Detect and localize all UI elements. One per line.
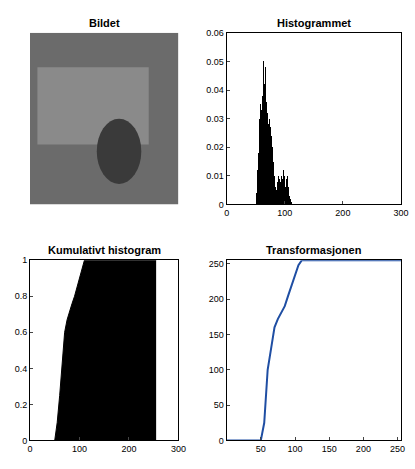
svg-text:1: 1 [22, 255, 27, 265]
svg-text:50: 50 [256, 444, 266, 454]
svg-text:0.4: 0.4 [15, 364, 28, 374]
svg-text:0.2: 0.2 [15, 400, 28, 410]
svg-text:0.03: 0.03 [206, 114, 224, 124]
svg-text:250: 250 [209, 259, 224, 269]
svg-text:100: 100 [72, 444, 87, 454]
svg-text:0.04: 0.04 [206, 85, 224, 95]
svg-text:0.01: 0.01 [206, 171, 224, 181]
svg-text:0.06: 0.06 [206, 28, 224, 38]
svg-text:0.8: 0.8 [15, 291, 28, 301]
svg-text:0: 0 [27, 444, 32, 454]
svg-text:150: 150 [209, 330, 224, 340]
svg-text:100: 100 [277, 208, 292, 218]
svg-text:Transformasjonen: Transformasjonen [266, 244, 362, 256]
svg-text:Histogrammet: Histogrammet [277, 17, 351, 29]
svg-text:Kumulativt histogram: Kumulativt histogram [48, 244, 161, 256]
svg-text:Bildet: Bildet [89, 17, 120, 29]
svg-text:0.05: 0.05 [206, 57, 224, 67]
svg-text:250: 250 [390, 444, 405, 454]
svg-text:0.02: 0.02 [206, 142, 224, 152]
svg-text:150: 150 [322, 444, 337, 454]
svg-text:0: 0 [22, 436, 27, 446]
svg-text:300: 300 [171, 444, 186, 454]
svg-text:200: 200 [121, 444, 136, 454]
svg-text:200: 200 [209, 294, 224, 304]
svg-text:0: 0 [224, 208, 229, 218]
svg-text:200: 200 [356, 444, 371, 454]
svg-text:300: 300 [393, 208, 408, 218]
svg-text:0: 0 [219, 200, 224, 210]
svg-text:0.6: 0.6 [15, 327, 28, 337]
svg-text:0: 0 [219, 436, 224, 446]
svg-text:200: 200 [335, 208, 350, 218]
svg-text:50: 50 [214, 400, 224, 410]
svg-text:100: 100 [209, 365, 224, 375]
svg-text:100: 100 [287, 444, 302, 454]
